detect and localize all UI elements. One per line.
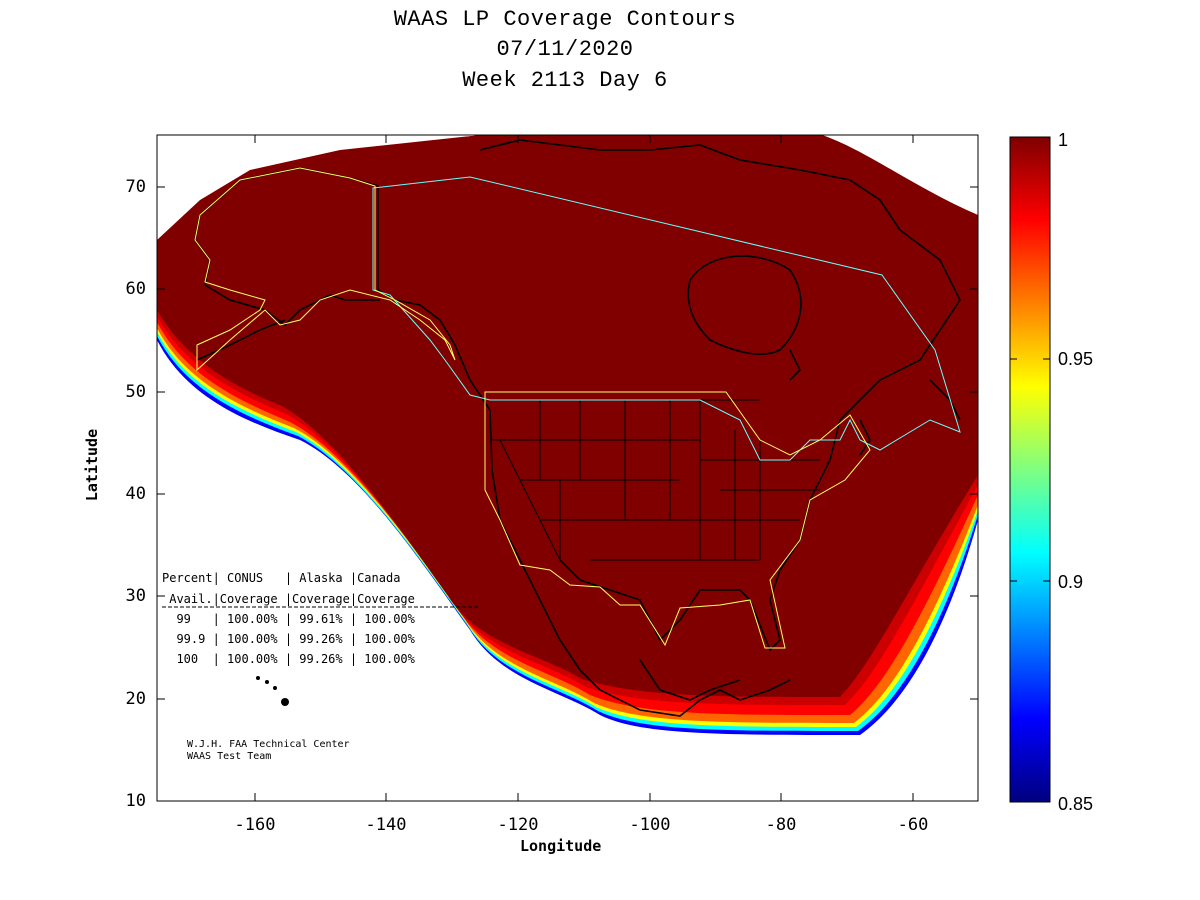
map-title-line-1: WAAS LP Coverage Contours [393, 7, 737, 32]
x-tick-label: -100 [629, 815, 671, 835]
colorbar [1009, 136, 1051, 803]
y-axis-label: Latitude [83, 428, 102, 502]
axis-ticks [157, 135, 978, 801]
coverage-table-row: 99.9 | 100.00% | 99.26% | 100.00% [162, 632, 415, 646]
alaska-service-boundary [194, 167, 456, 372]
full-coverage-region [157, 135, 978, 697]
y-tick-label: 50 [125, 382, 146, 402]
hawaii-islands [256, 676, 289, 706]
x-tick-label: -80 [765, 815, 797, 835]
y-tick-label: 20 [125, 689, 146, 709]
y-tick-label: 10 [125, 791, 146, 811]
x-tick-label: -120 [497, 815, 539, 835]
y-tick-label: 70 [125, 177, 146, 197]
colorbar-tick-label: 1 [1058, 130, 1069, 150]
coverage-table-header-2: Avail.|Coverage |Coverage|Coverage [162, 592, 415, 606]
conus-service-boundary [484, 391, 871, 649]
x-tick-label: -140 [365, 815, 407, 835]
coverage-table-header-1: Percent| CONUS | Alaska |Canada [162, 571, 401, 585]
x-axis-label: Longitude [520, 837, 602, 855]
coverage-table-row: 100 | 100.00% | 99.26% | 100.00% [162, 652, 415, 666]
colorbar-tick-label: 0.95 [1058, 349, 1094, 369]
y-tick-label: 40 [125, 484, 146, 504]
colorbar-tick-label: 0.9 [1058, 572, 1084, 592]
plot-frame [156, 134, 979, 802]
x-tick-label: -160 [234, 815, 276, 835]
colorbar-ticks [1010, 358, 1050, 582]
credit-line-1: W.J.H. FAA Technical Center [187, 739, 350, 750]
x-tick-label: -60 [897, 815, 929, 835]
colorbar-tick-label: 0.85 [1058, 794, 1094, 814]
y-tick-label: 30 [125, 586, 146, 606]
map-title-week: Week 2113 Day 6 [462, 68, 668, 93]
coverage-table-row: 99 | 100.00% | 99.61% | 100.00% [162, 612, 415, 626]
y-tick-label: 60 [125, 279, 146, 299]
map-title-date: 07/11/2020 [496, 37, 634, 62]
credit-line-2: WAAS Test Team [187, 751, 272, 762]
